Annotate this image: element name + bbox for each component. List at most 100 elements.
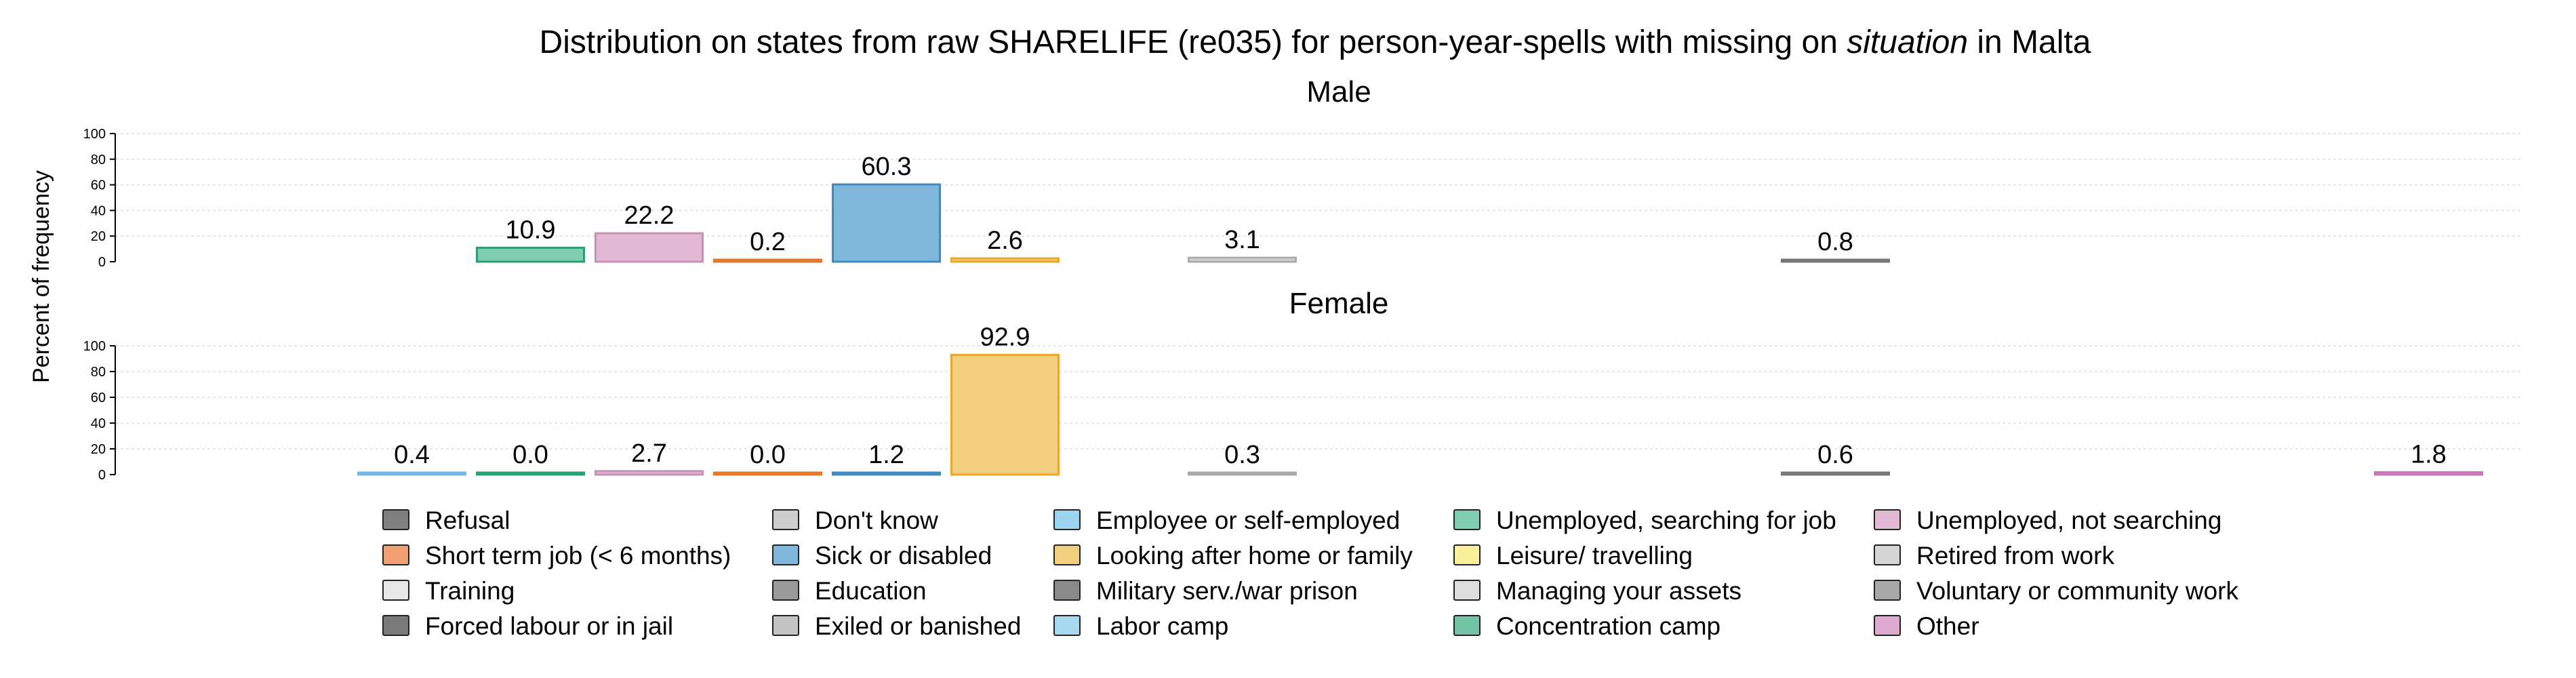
legend-item-unemployed-searching-for-job: Unemployed, searching for job	[1453, 506, 1836, 534]
legend-swatch	[1453, 615, 1481, 636]
data-label-female-looking-after-home-or-family: 92.9	[980, 323, 1030, 351]
y-tick-label: 40	[91, 203, 106, 218]
legend-swatch	[1053, 509, 1081, 530]
bar-male-unemployed-not-searching	[595, 232, 704, 263]
data-label-female-other: 1.8	[2411, 441, 2447, 469]
legend-label: Sick or disabled	[815, 542, 992, 570]
bar-male-unemployed-searching-for-job	[476, 246, 585, 263]
legend-item-looking-after-home-or-family: Looking after home or family	[1053, 542, 1413, 570]
chart-title-italic: situation	[1847, 24, 1968, 60]
legend-item-retired-from-work: Retired from work	[1874, 542, 2114, 570]
legend-swatch	[772, 615, 799, 636]
legend-swatch	[772, 544, 799, 565]
legend-label: Leisure/ travelling	[1496, 542, 1693, 570]
legend-swatch	[1053, 615, 1081, 636]
panel-male: Male 0 20 40 60 80 100 10.9 22.2 0.2 60.3 2.6 3.1 0.8	[83, 75, 2522, 270]
y-tick-label: 20	[91, 442, 106, 457]
y-tick-label: 100	[83, 339, 106, 354]
bar-female-unemployed-searching-for-job	[476, 471, 585, 476]
legend-swatch	[382, 580, 409, 601]
bar-female-voluntary-or-community-work	[1781, 471, 1890, 476]
legend-swatch	[1874, 615, 1901, 636]
panel-title-female: Female	[1289, 287, 1389, 320]
data-label-male-voluntary-or-community-work: 0.8	[1817, 228, 1853, 256]
legend-label: Short term job (< 6 months)	[425, 542, 731, 570]
legend-item-education: Education	[772, 577, 927, 605]
bar-male-retired-from-work	[1188, 256, 1297, 263]
y-tick-label: 0	[98, 468, 106, 483]
legend-label: Labor camp	[1096, 612, 1228, 640]
bar-male-looking-after-home-or-family	[950, 257, 1060, 263]
legend-swatch	[1053, 544, 1081, 565]
legend-item-military-serv-war-prison: Military serv./war prison	[1053, 577, 1358, 605]
legend-label: Looking after home or family	[1096, 542, 1413, 570]
legend-label: Voluntary or community work	[1916, 577, 2239, 605]
panels: Male 0 20 40 60 80 100 10.9 22.2 0.2 60.3 2.6 3.1 0.8…	[83, 75, 2522, 483]
legend-label: Don't know	[815, 506, 938, 534]
bar-female-employee-or-self-employed	[357, 471, 466, 476]
y-tick-label: 40	[91, 416, 106, 431]
data-label-male-unemployed-searching-for-job: 10.9	[506, 216, 556, 244]
y-tick-label: 60	[91, 178, 106, 193]
legend-item-forced-labour-or-in-jail: Forced labour or in jail	[382, 612, 673, 640]
chart-title-prefix: Distribution on states from raw SHARELIF…	[540, 24, 1847, 60]
legend-label: Retired from work	[1916, 542, 2114, 570]
legend-swatch	[1453, 509, 1481, 530]
legend-swatch	[1453, 580, 1481, 601]
panel-title-male: Male	[1306, 75, 1371, 108]
legend-label: Other	[1916, 612, 1979, 640]
legend-item-employee-or-self-employed: Employee or self-employed	[1053, 506, 1400, 534]
panel-female: Female 0 20 40 60 80 100 0.4 0.0 2.7 0.0 1.2 92.9 0.3…	[83, 287, 2522, 483]
legend: Refusal Short term job (< 6 months) Traini…	[382, 506, 2239, 640]
legend-item-other: Other	[1874, 612, 1979, 640]
legend-swatch	[1874, 509, 1901, 530]
y-tick-label: 100	[83, 127, 106, 142]
data-label-male-looking-after-home-or-family: 2.6	[987, 226, 1023, 255]
data-label-female-sick-or-disabled: 1.2	[868, 441, 904, 469]
legend-label: Refusal	[425, 506, 510, 534]
data-label-female-retired-from-work: 0.3	[1224, 441, 1260, 469]
legend-swatch	[1053, 580, 1081, 601]
legend-label: Unemployed, not searching	[1916, 506, 2221, 534]
data-label-female-short-term-job-6-months: 0.0	[750, 441, 786, 469]
y-tick-label: 20	[91, 229, 106, 244]
legend-swatch	[382, 509, 409, 530]
legend-item-concentration-camp: Concentration camp	[1453, 612, 1720, 640]
legend-label: Exiled or banished	[815, 612, 1021, 640]
bar-male-short-term-job-6-months	[713, 258, 822, 263]
y-tick-label: 80	[91, 153, 106, 167]
y-tick-label: 80	[91, 365, 106, 380]
y-tick-label: 60	[91, 391, 106, 405]
data-label-male-short-term-job-6-months: 0.2	[750, 228, 786, 256]
legend-swatch	[382, 544, 409, 565]
legend-item-sick-or-disabled: Sick or disabled	[772, 542, 992, 570]
legend-item-training: Training	[382, 577, 515, 605]
data-label-female-unemployed-searching-for-job: 0.0	[512, 441, 548, 469]
legend-item-don-t-know: Don't know	[772, 506, 938, 534]
legend-label: Education	[815, 577, 927, 605]
legend-swatch	[772, 509, 799, 530]
legend-item-short-term-job-6-months: Short term job (< 6 months)	[382, 542, 731, 570]
bar-female-retired-from-work	[1188, 471, 1297, 476]
bar-female-unemployed-not-searching	[595, 470, 704, 476]
chart-title-suffix: in Malta	[1968, 24, 2091, 60]
legend-item-voluntary-or-community-work: Voluntary or community work	[1874, 577, 2239, 605]
legend-swatch	[1874, 580, 1901, 601]
legend-item-labor-camp: Labor camp	[1053, 612, 1228, 640]
legend-swatch	[772, 580, 799, 601]
bar-female-short-term-job-6-months	[713, 471, 822, 476]
legend-label: Concentration camp	[1496, 612, 1720, 640]
legend-item-refusal: Refusal	[382, 506, 510, 534]
bar-female-sick-or-disabled	[832, 471, 941, 476]
legend-item-leisure-travelling: Leisure/ travelling	[1453, 542, 1693, 570]
data-label-female-voluntary-or-community-work: 0.6	[1817, 441, 1853, 469]
legend-swatch	[1453, 544, 1481, 565]
bar-female-looking-after-home-or-family	[950, 353, 1060, 476]
legend-swatch	[1874, 544, 1901, 565]
bar-female-other	[2374, 471, 2483, 476]
y-tick-label: 0	[98, 255, 106, 270]
bar-male-sick-or-disabled	[832, 183, 941, 263]
bar-male-voluntary-or-community-work	[1781, 258, 1890, 263]
legend-label: Employee or self-employed	[1096, 506, 1400, 534]
